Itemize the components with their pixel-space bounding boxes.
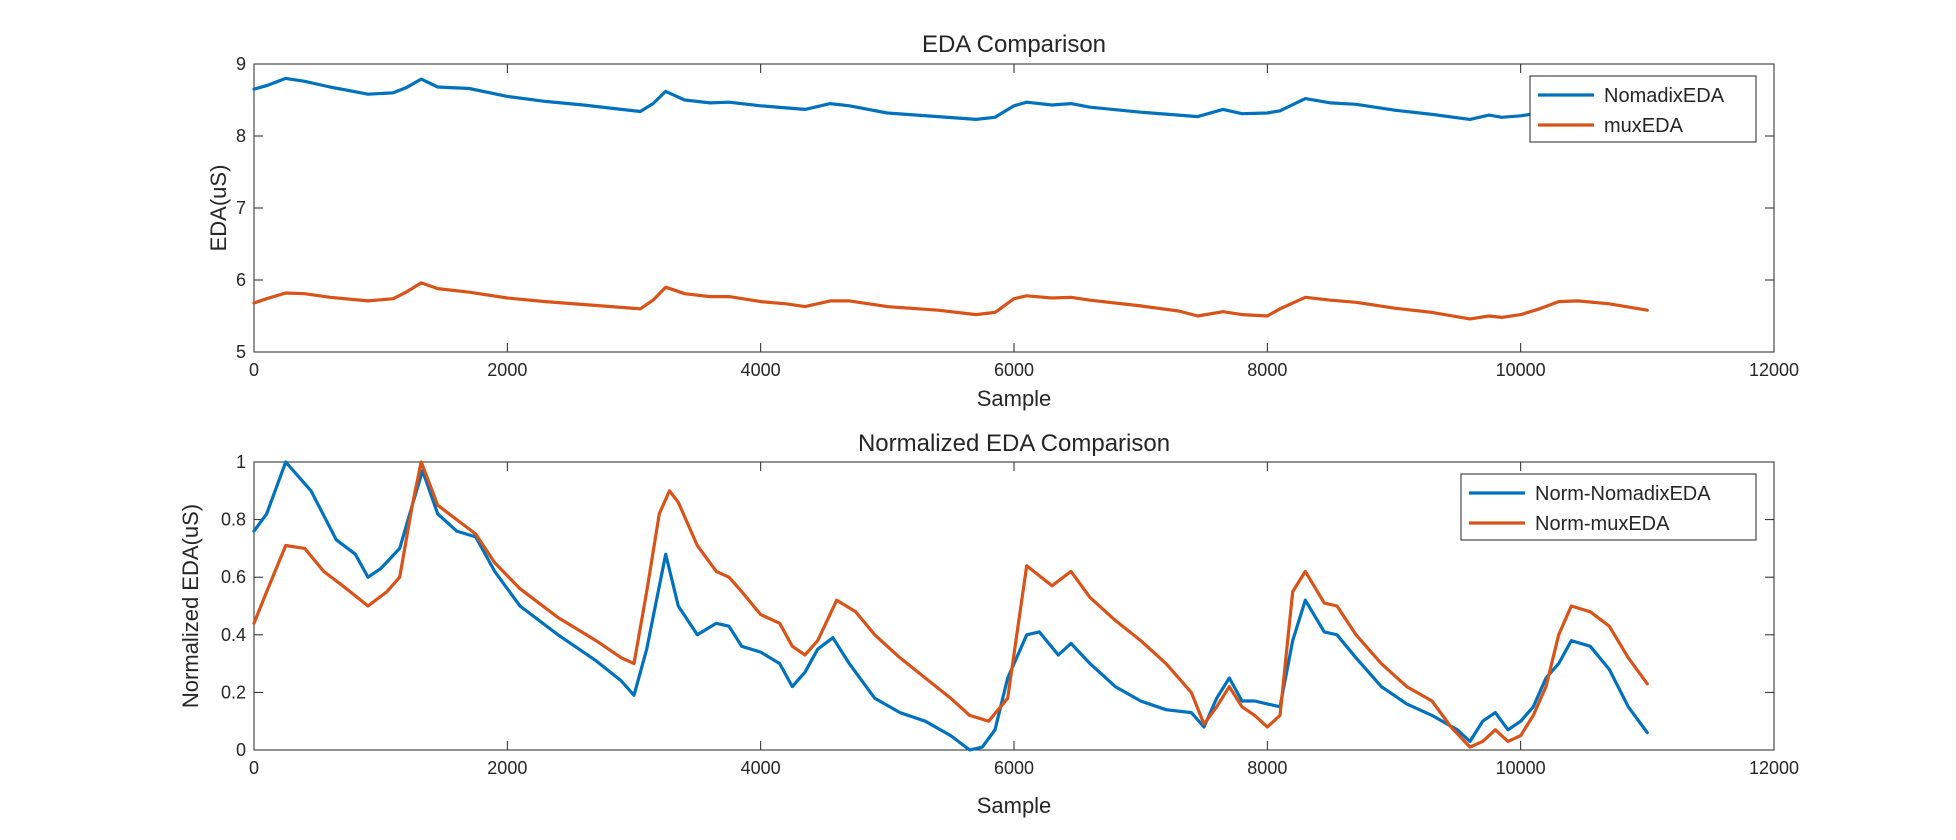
x-tick-label: 12000 — [1749, 360, 1799, 380]
y-tick-label: 1 — [236, 452, 246, 472]
legend-label: Norm-muxEDA — [1535, 513, 1670, 535]
series-line-nomadixeda — [252, 76, 1542, 121]
y-tick-label: 5 — [236, 342, 246, 362]
normalized-eda-comparison-axes: Normalized EDA Comparison Sample Normali… — [178, 430, 1799, 818]
tick-group: 0 2000 4000 6000 8000 10000 12000 0 0.2 0.4 0.6 0.8… — [221, 452, 1799, 778]
legend: Norm-NomadixEDA Norm-muxEDA — [1460, 473, 1757, 541]
y-tick-label: 0.8 — [221, 510, 246, 530]
x-tick-label: 4000 — [741, 360, 781, 380]
y-tick-label: 0.2 — [221, 682, 246, 702]
x-tick-label: 6000 — [994, 360, 1034, 380]
legend-label: muxEDA — [1604, 115, 1684, 137]
x-axis-label: Sample — [977, 793, 1052, 818]
x-tick-label: 2000 — [487, 360, 527, 380]
y-tick-label: 0 — [236, 740, 246, 760]
x-tick-label: 6000 — [994, 758, 1034, 778]
y-tick-label: 8 — [236, 126, 246, 146]
chart-title: Normalized EDA Comparison — [858, 430, 1170, 457]
y-tick-label: 0.6 — [221, 567, 246, 587]
x-tick-label: 10000 — [1496, 758, 1546, 778]
series-group — [252, 76, 1649, 321]
chart-title: EDA Comparison — [922, 31, 1106, 58]
x-tick-label: 8000 — [1247, 360, 1287, 380]
series-line-muxeda — [252, 281, 1649, 321]
x-tick-label: 12000 — [1749, 758, 1799, 778]
eda-comparison-axes: EDA Comparison Sample EDA(uS) 0 2000 4000 6… — [206, 31, 1799, 411]
legend: NomadixEDA muxEDA — [1529, 75, 1757, 143]
x-axis-label: Sample — [977, 386, 1052, 411]
series-line-norm-muxeda — [252, 460, 1649, 749]
y-tick-label: 6 — [236, 270, 246, 290]
x-tick-label: 10000 — [1496, 360, 1546, 380]
legend-box — [1529, 75, 1757, 143]
y-tick-label: 7 — [236, 198, 246, 218]
plot-area — [253, 63, 1775, 353]
legend-label: Norm-NomadixEDA — [1535, 483, 1711, 505]
legend-label: NomadixEDA — [1604, 85, 1725, 107]
y-axis-label: Normalized EDA(uS) — [178, 504, 203, 708]
x-tick-label: 4000 — [741, 758, 781, 778]
series-group — [252, 460, 1649, 752]
y-tick-label: 9 — [236, 54, 246, 74]
x-tick-label: 8000 — [1247, 758, 1287, 778]
legend-box — [1460, 473, 1757, 541]
x-tick-label: 2000 — [487, 758, 527, 778]
y-axis-label: EDA(uS) — [206, 165, 231, 252]
x-tick-label: 0 — [249, 758, 259, 778]
x-tick-label: 0 — [249, 360, 259, 380]
y-tick-label: 0.4 — [221, 625, 246, 645]
tick-group: 0 2000 4000 6000 8000 10000 12000 5 6 7 8 9 — [236, 54, 1799, 380]
